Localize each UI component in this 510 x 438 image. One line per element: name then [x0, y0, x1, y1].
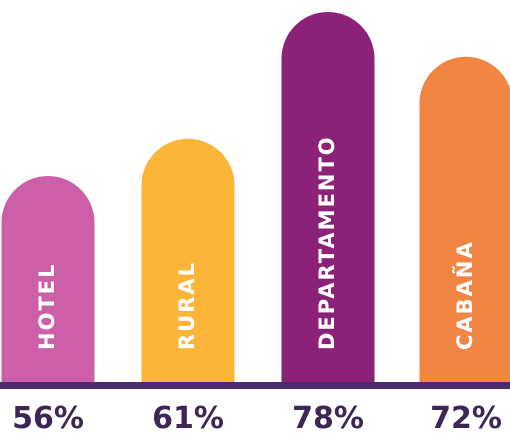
bar-label-hotel: HOTEL	[35, 263, 59, 350]
bar-label-cabaña: CABAÑA	[452, 240, 477, 350]
bar-label-departamento: DEPARTAMENTO	[315, 135, 339, 350]
bar-label-rural: RURAL	[175, 261, 199, 350]
bar-cabaña	[419, 56, 510, 386]
bars-group: HOTEL RURAL DEPARTAMENTO CABAÑA	[1, 12, 510, 386]
bar-hotel	[1, 176, 95, 386]
value-label-cabaña: 72%	[430, 401, 502, 436]
value-label-departamento: 78%	[292, 401, 364, 436]
value-label-rural: 61%	[152, 401, 224, 436]
value-labels-group: 56% 61% 78% 72%	[12, 401, 502, 436]
bar-departamento	[281, 12, 375, 386]
chart-baseline	[0, 382, 510, 389]
value-label-hotel: 56%	[12, 401, 84, 436]
bar-rural	[141, 138, 235, 386]
